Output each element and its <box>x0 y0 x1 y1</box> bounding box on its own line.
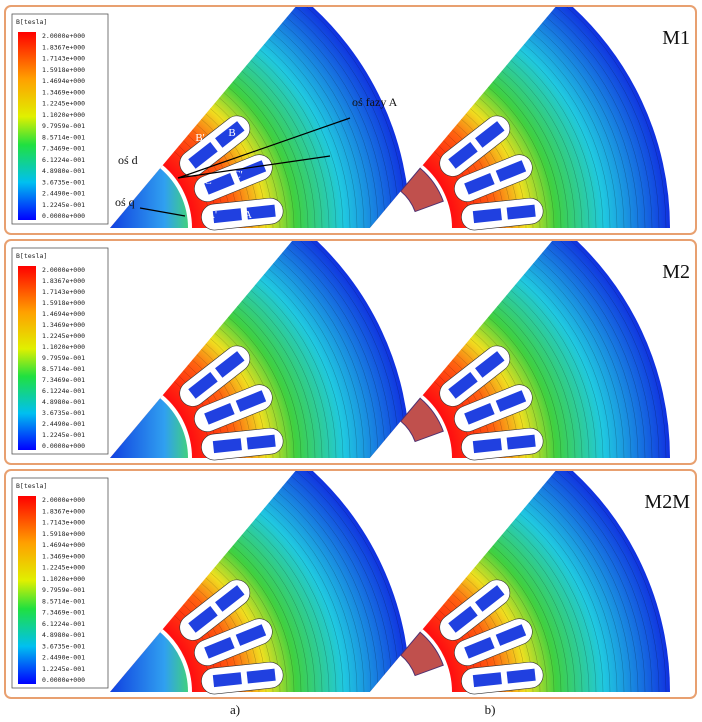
legend-label: 1.4694e+000 <box>42 310 85 318</box>
legend-label: 2.4490e-001 <box>42 654 85 662</box>
color-bar <box>18 266 36 450</box>
legend-label: 9.7959e-001 <box>42 122 85 130</box>
legend: B[tesla] 2.0000e+000 1.8367e+000 1.7143e+00… <box>12 248 108 454</box>
legend-label: 1.2245e-001 <box>42 431 85 439</box>
annotation: oś fazy A <box>352 95 398 109</box>
legend-label: 1.1020e+000 <box>42 575 85 583</box>
motor-section <box>110 462 410 695</box>
legend: B[tesla] 2.0000e+000 1.8367e+000 1.7143e+00… <box>12 478 108 688</box>
legend-title: B[tesla] <box>16 18 47 26</box>
legend-label: 4.8980e-001 <box>42 167 85 175</box>
legend-label: 2.0000e+000 <box>42 32 85 40</box>
page: {"panels": [{"label": "M1"}, {"label": "… <box>0 0 702 722</box>
legend-label: 1.3469e+000 <box>42 321 85 329</box>
panel: B[tesla] 2.0000e+000 1.8367e+000 1.7143e+00… <box>5 0 696 234</box>
legend-label: 1.4694e+000 <box>42 77 85 85</box>
legend-label: 3.6735e-001 <box>42 409 85 417</box>
legend-label: 1.2245e+000 <box>42 564 85 572</box>
panel: B[tesla] 2.0000e+000 1.8367e+000 1.7143e+00… <box>5 462 696 698</box>
legend-label: 1.8367e+000 <box>42 277 85 285</box>
legend-label: 1.2245e+000 <box>42 332 85 340</box>
legend-label: 1.7143e+000 <box>42 55 85 63</box>
legend-label: 1.5918e+000 <box>42 530 85 538</box>
legend-label: 8.5714e-001 <box>42 597 85 605</box>
caption: b) <box>485 702 496 717</box>
legend-label: 1.3469e+000 <box>42 88 85 96</box>
annotation: oś d <box>118 153 138 167</box>
legend-label: 4.8980e-001 <box>42 398 85 406</box>
panel-label: M2 <box>662 261 690 283</box>
color-bar <box>18 496 36 684</box>
legend-label: 4.8980e-001 <box>42 631 85 639</box>
legend-label: 2.0000e+000 <box>42 496 85 504</box>
motor-section <box>110 228 410 461</box>
legend-label: 0.0000e+000 <box>42 212 85 220</box>
legend-label: 1.4694e+000 <box>42 541 85 549</box>
legend-label: 1.5918e+000 <box>42 299 85 307</box>
legend-label: 7.3469e-001 <box>42 609 85 617</box>
legend-label: 9.7959e-001 <box>42 586 85 594</box>
legend-label: 1.1020e+000 <box>42 343 85 351</box>
legend-label: 2.0000e+000 <box>42 266 85 274</box>
panel-label: M2M <box>644 491 690 513</box>
panel-label: M1 <box>662 27 690 49</box>
legend-label: 3.6735e-001 <box>42 178 85 186</box>
color-bar <box>18 32 36 220</box>
annotation: oś q <box>115 195 135 209</box>
legend-label: 1.1020e+000 <box>42 111 85 119</box>
legend: B[tesla] 2.0000e+000 1.8367e+000 1.7143e+00… <box>12 14 108 224</box>
legend-label: 1.3469e+000 <box>42 552 85 560</box>
legend-label: 1.2245e-001 <box>42 665 85 673</box>
slot-label: A' <box>207 209 217 221</box>
legend-label: 6.1224e-001 <box>42 156 85 164</box>
motor-section <box>370 228 670 461</box>
legend-label: 0.0000e+000 <box>42 442 85 450</box>
legend-label: 8.5714e-001 <box>42 365 85 373</box>
legend-label: 1.7143e+000 <box>42 288 85 296</box>
legend-label: 1.8367e+000 <box>42 43 85 51</box>
drawing <box>110 462 670 695</box>
legend-label: 1.2245e+000 <box>42 100 85 108</box>
legend-label: 1.5918e+000 <box>42 66 85 74</box>
slot-label: C' <box>233 169 242 181</box>
legend-label: 1.8367e+000 <box>42 507 85 515</box>
slot-label: B' <box>195 132 204 144</box>
legend-label: 8.5714e-001 <box>42 133 85 141</box>
slot-label: C <box>204 175 211 187</box>
legend-title: B[tesla] <box>16 482 47 490</box>
figure: a) b) B[tesla] 2.0000e+000 1.8367e+000 1.71… <box>0 0 702 722</box>
legend-label: 3.6735e-001 <box>42 642 85 650</box>
legend-label: 2.4490e-001 <box>42 190 85 198</box>
legend-label: 1.2245e-001 <box>42 201 85 209</box>
legend-title: B[tesla] <box>16 252 47 260</box>
slot-label: A <box>244 209 252 221</box>
legend-label: 7.3469e-001 <box>42 145 85 153</box>
legend-label: 6.1224e-001 <box>42 620 85 628</box>
slot-label: B <box>228 127 235 139</box>
legend-label: 0.0000e+000 <box>42 676 85 684</box>
legend-label: 2.4490e-001 <box>42 420 85 428</box>
legend-label: 7.3469e-001 <box>42 376 85 384</box>
motor-section <box>110 0 410 231</box>
panel: B[tesla] 2.0000e+000 1.8367e+000 1.7143e+00… <box>5 228 696 464</box>
motor-section <box>370 0 670 231</box>
caption: a) <box>230 702 240 717</box>
motor-section <box>370 462 670 695</box>
legend-label: 1.7143e+000 <box>42 519 85 527</box>
drawing <box>110 228 670 461</box>
drawing <box>110 0 670 231</box>
legend-label: 6.1224e-001 <box>42 387 85 395</box>
legend-label: 9.7959e-001 <box>42 354 85 362</box>
